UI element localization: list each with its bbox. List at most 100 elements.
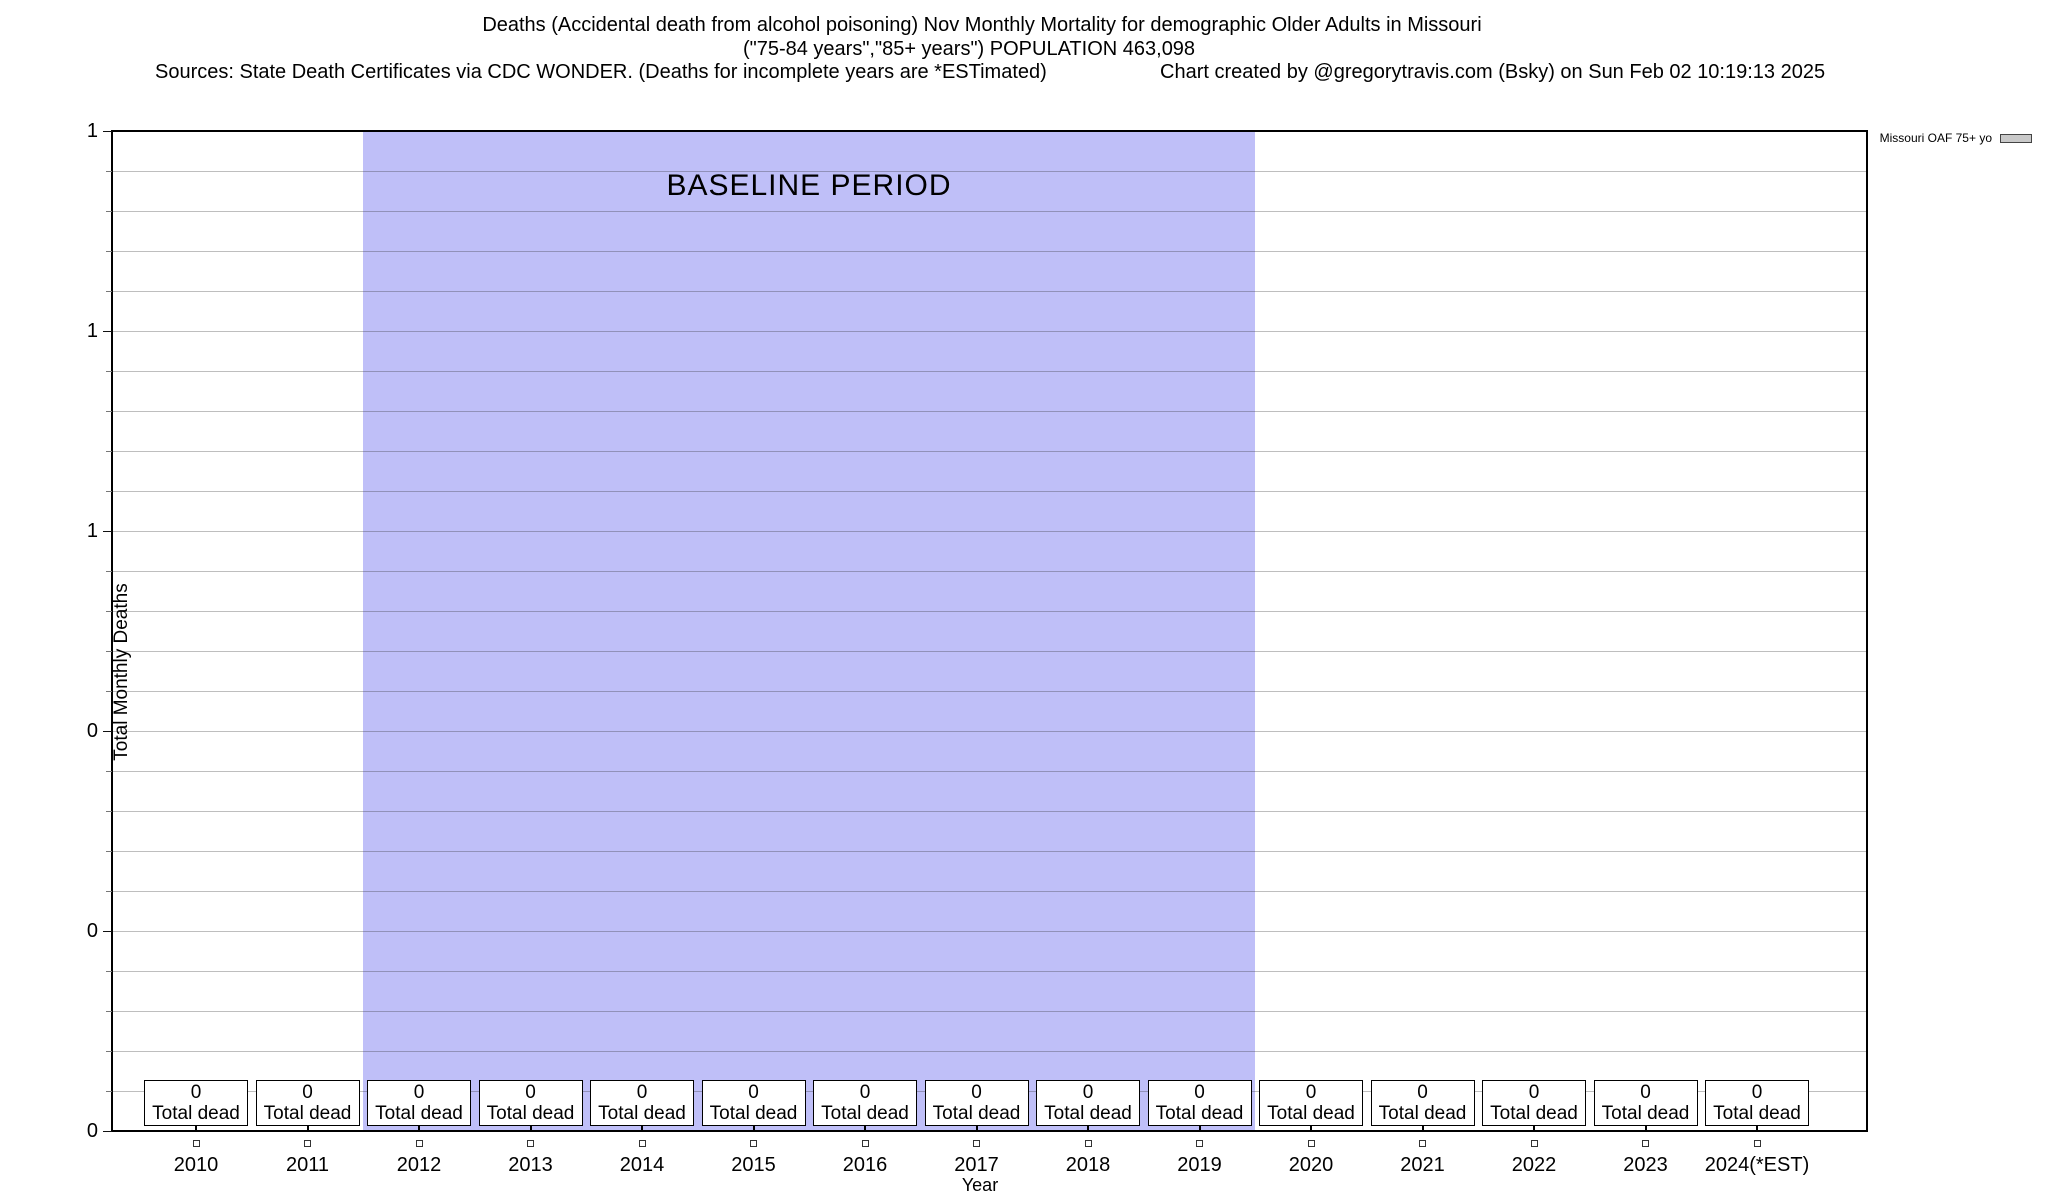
box-stem (1644, 1125, 1647, 1131)
y-minor-tick (106, 1011, 112, 1012)
data-point-marker-icon (1196, 1140, 1203, 1147)
total-dead-box: 0 Total dead (255, 1080, 360, 1126)
gridline (112, 491, 1867, 492)
data-point-marker-icon (304, 1140, 311, 1147)
total-dead-box: 0 Total dead (590, 1080, 694, 1126)
y-axis-title: Total Monthly Deaths (111, 583, 132, 761)
y-minor-tick (106, 891, 112, 892)
y-tick-label: 0 (86, 920, 98, 942)
total-dead-box: 0 Total dead (1482, 1080, 1586, 1126)
death-count-caption: Total dead (1713, 1103, 1801, 1124)
death-count-caption: Total dead (1044, 1103, 1132, 1124)
data-point-marker-icon (1530, 1140, 1538, 1147)
x-tick-label: 2019 (1177, 1154, 1222, 1176)
y-major-tick (103, 1131, 112, 1132)
data-point-marker-icon (973, 1140, 980, 1147)
gridline (112, 171, 1867, 172)
death-count-caption: Total dead (1267, 1103, 1355, 1124)
box-stem (641, 1125, 643, 1131)
gridline (112, 931, 1867, 932)
gridline (112, 251, 1867, 252)
death-count-value: 0 (413, 1082, 425, 1103)
data-point-marker-icon (527, 1140, 534, 1147)
x-tick-label: 2014 (619, 1154, 665, 1176)
death-count-value: 0 (1528, 1082, 1540, 1103)
baseline-period-band (363, 131, 1256, 1131)
death-count-caption: Total dead (152, 1103, 240, 1124)
gridline (112, 891, 1867, 892)
y-major-tick (103, 531, 112, 532)
gridline (112, 731, 1867, 732)
data-point-marker-icon (192, 1140, 200, 1147)
total-dead-box: 0 Total dead (1147, 1080, 1252, 1126)
death-count-caption: Total dead (375, 1103, 463, 1124)
y-tick-label: 1 (86, 320, 98, 342)
legend-label: Missouri OAF 75+ yo (1879, 131, 1992, 145)
death-count-value: 0 (1194, 1082, 1205, 1103)
data-point-marker-icon (1642, 1140, 1649, 1147)
x-tick-label: 2011 (285, 1154, 329, 1176)
y-tick-label: 1 (86, 120, 98, 142)
gridline (112, 291, 1867, 292)
y-tick-label: 1 (86, 520, 98, 542)
box-stem (975, 1125, 978, 1131)
x-tick-label: 2023 (1623, 1154, 1668, 1176)
total-dead-box: 0 Total dead (813, 1080, 917, 1126)
y-minor-tick (106, 411, 112, 412)
y-minor-tick (106, 771, 112, 772)
y-minor-tick (106, 851, 112, 852)
total-dead-box: 0 Total dead (367, 1080, 471, 1126)
baseline-period-annotation: BASELINE PERIOD (666, 169, 952, 202)
y-minor-tick (106, 811, 112, 812)
y-tick-label: 0 (86, 1120, 98, 1142)
y-major-tick (103, 331, 112, 332)
x-axis-title: Year (961, 1175, 999, 1195)
y-tick-label: 0 (86, 720, 98, 742)
plot-area: BASELINE PERIOD Total Monthly Deaths Yea… (87, 120, 1868, 1195)
chart-title: Deaths (Accidental death from alcohol po… (482, 14, 1482, 36)
x-tick-label: 2020 (1288, 1154, 1334, 1176)
box-stem (752, 1125, 755, 1131)
y-minor-tick (106, 251, 112, 252)
total-dead-box: 0 Total dead (478, 1080, 583, 1126)
chart-subtitle: ("75-84 years","85+ years") POPULATION 4… (742, 38, 1196, 60)
box-stem (1198, 1125, 1201, 1131)
gridline (112, 771, 1867, 772)
y-major-tick (103, 731, 112, 732)
x-tick-label: 2022 (1511, 1154, 1557, 1176)
total-dead-box: 0 Total dead (1705, 1080, 1809, 1126)
data-point-marker-icon (638, 1140, 646, 1147)
death-count-caption: Total dead (1378, 1103, 1467, 1124)
death-count-value: 0 (859, 1082, 871, 1103)
gridline (112, 331, 1867, 332)
total-dead-box: 0 Total dead (924, 1080, 1029, 1126)
total-dead-box: 0 Total dead (1259, 1080, 1363, 1126)
death-count-value: 0 (302, 1082, 313, 1103)
x-tick-label: 2017 (954, 1154, 999, 1176)
data-point-marker-icon (1753, 1140, 1761, 1147)
total-dead-box: 0 Total dead (144, 1080, 248, 1126)
death-count-caption: Total dead (1601, 1103, 1690, 1124)
y-minor-tick (106, 371, 112, 372)
death-count-value: 0 (190, 1082, 202, 1103)
data-point-marker-icon (415, 1140, 423, 1147)
death-count-value: 0 (748, 1082, 759, 1103)
y-minor-tick (106, 611, 112, 612)
gridline (112, 611, 1867, 612)
total-dead-box: 0 Total dead (1036, 1080, 1140, 1126)
box-stem (195, 1125, 197, 1131)
death-count-caption: Total dead (1490, 1103, 1578, 1124)
box-stem (1310, 1125, 1312, 1131)
gridline (112, 691, 1867, 692)
data-point-marker-icon (861, 1140, 869, 1147)
credit-note: Chart created by @gregorytravis.com (Bsk… (1160, 61, 1826, 83)
total-dead-box: 0 Total dead (1593, 1080, 1698, 1126)
y-minor-tick (106, 691, 112, 692)
box-stem (1087, 1125, 1089, 1131)
y-minor-tick (106, 651, 112, 652)
box-stem (418, 1125, 420, 1131)
x-tick-label: 2021 (1400, 1154, 1445, 1176)
death-count-value: 0 (525, 1082, 536, 1103)
gridline (112, 811, 1867, 812)
death-count-value: 0 (1305, 1082, 1317, 1103)
